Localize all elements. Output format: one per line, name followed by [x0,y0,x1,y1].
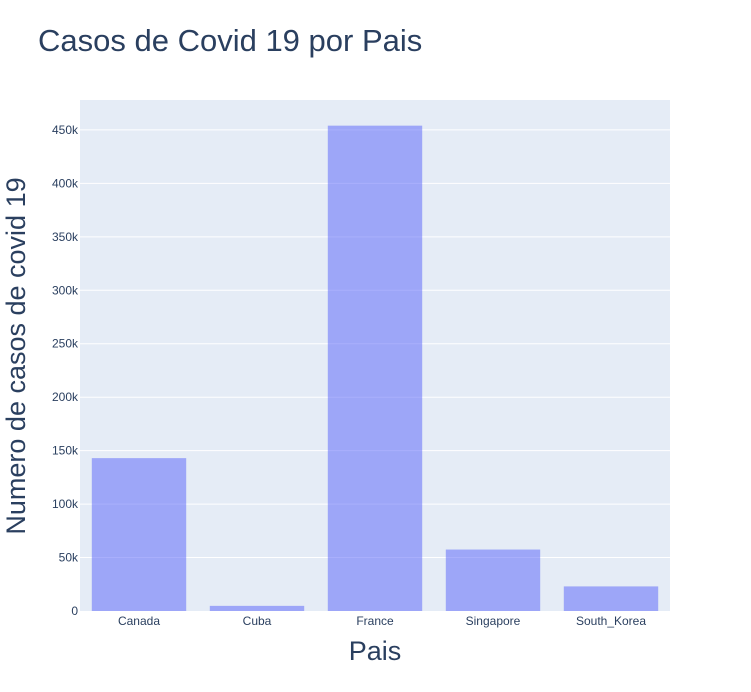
y-tick-label: 250k [52,337,79,351]
y-tick-label: 400k [52,176,79,190]
x-tick-label: Cuba [243,614,272,628]
y-tick-label: 200k [52,390,79,404]
chart-title: Casos de Covid 19 por Pais [38,23,422,58]
y-tick-label: 50k [59,551,79,565]
bar-cuba[interactable] [209,605,305,611]
y-axis-title: Numero de casos de covid 19 [1,177,31,534]
bars [91,125,659,611]
y-tick-label: 450k [52,123,79,137]
y-tick-label: 100k [52,497,79,511]
y-tick-label: 150k [52,444,79,458]
bar-south-korea[interactable] [563,586,659,611]
bar-singapore[interactable] [445,549,541,611]
x-axis-title: Pais [349,636,402,666]
y-tick-label: 350k [52,230,79,244]
y-axis-ticks: 0 50k 100k 150k 200k 250k 300k 350k 400k 450k [52,123,79,618]
x-tick-label: South_Korea [576,614,646,628]
x-tick-label: Canada [118,614,160,628]
bar-france[interactable] [327,125,423,611]
x-axis-ticks: Canada Cuba France Singapore South_Korea [118,614,646,628]
y-tick-label: 0 [71,604,78,618]
x-tick-label: France [356,614,394,628]
bar-canada[interactable] [91,458,187,611]
x-tick-label: Singapore [466,614,521,628]
y-tick-label: 300k [52,283,79,297]
